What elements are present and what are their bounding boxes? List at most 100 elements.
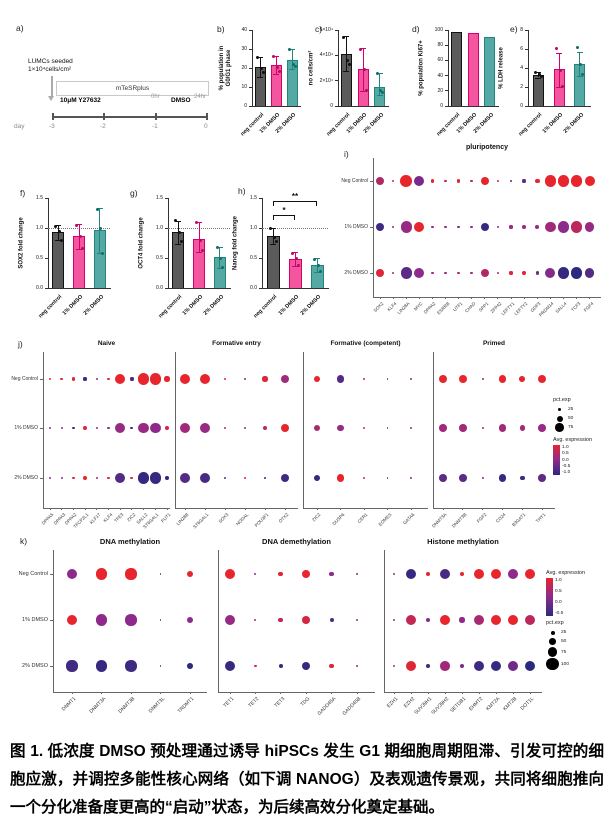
gene-tick xyxy=(549,297,551,299)
expression-dot xyxy=(457,225,461,229)
expression-dot xyxy=(430,271,434,275)
expression-dot xyxy=(187,663,193,669)
data-point xyxy=(313,257,316,261)
gene-tick xyxy=(410,508,412,510)
data-point xyxy=(539,74,543,78)
error-bar-cap xyxy=(257,56,263,58)
expression-dot xyxy=(496,179,500,183)
data-point xyxy=(293,64,297,68)
expression-dot xyxy=(584,222,595,232)
y-tick xyxy=(249,86,252,88)
plot-axes xyxy=(448,30,499,107)
row-tick xyxy=(40,378,43,380)
y-tick-label: 0.5 xyxy=(36,255,43,261)
x-axis xyxy=(433,508,555,509)
expression-dot xyxy=(115,423,126,433)
size-dot-wrap xyxy=(546,647,559,657)
y-tick-label: 6×10⁴ xyxy=(319,27,333,33)
colorbar-tick: -0.5 xyxy=(555,611,564,616)
error-bar-cap xyxy=(55,225,62,226)
y-tick-label: 1.5 xyxy=(250,195,257,201)
gene-tick xyxy=(482,508,484,510)
colorbar-group: 1.0 0.5 0.0 -0.5 xyxy=(546,578,585,616)
legend-size-row: 50 xyxy=(553,414,592,423)
row-tick xyxy=(40,427,43,429)
data-point xyxy=(261,71,265,75)
gene-tick xyxy=(204,508,206,510)
row-tick xyxy=(370,272,373,274)
expression-dot xyxy=(164,376,170,382)
data-point xyxy=(101,251,105,255)
gene-tick xyxy=(529,692,531,694)
gene-tick xyxy=(154,508,156,510)
expression-dot xyxy=(71,377,76,381)
size-label: 25 xyxy=(561,630,567,635)
expression-dot xyxy=(302,661,311,671)
expression-dot xyxy=(458,374,467,384)
y-tick xyxy=(165,197,168,199)
data-point xyxy=(272,55,275,59)
timepoint-0hr-label: 0hr xyxy=(151,94,160,100)
expression-dot xyxy=(362,377,366,381)
panel-label: f) xyxy=(20,188,26,198)
row-tick xyxy=(50,619,53,621)
data-point xyxy=(288,48,291,52)
y-tick xyxy=(445,90,448,92)
gene-tick xyxy=(49,508,51,510)
expression-dot xyxy=(414,268,425,278)
expression-dot xyxy=(535,271,539,275)
expression-dot xyxy=(71,476,75,480)
expression-dot xyxy=(456,179,461,183)
expression-dot xyxy=(537,374,547,384)
error-bar-cap xyxy=(216,268,223,270)
legend-panel-j: pct.exp 25 50 75 Avg. expression 1.0 0.5… xyxy=(553,397,592,479)
expression-dot xyxy=(498,424,507,432)
significance-label: * xyxy=(282,205,286,215)
row-label: 2% DMSO xyxy=(22,662,48,669)
error-bar-cap xyxy=(76,249,82,250)
row-label: Neg Control xyxy=(11,375,38,382)
expression-dot xyxy=(130,476,134,480)
size-label: 25 xyxy=(568,407,574,412)
chart-sox2-fold-change: f) SOX2 fold change 0.0 0.5 1.0 1.5 neg contro… xyxy=(14,182,124,332)
y-tick xyxy=(445,44,448,46)
expression-dot xyxy=(262,425,268,431)
size-label: 75 xyxy=(561,649,567,655)
expression-dot xyxy=(159,665,162,667)
expression-dot xyxy=(386,378,389,380)
expression-dot xyxy=(254,664,257,668)
expression-dot xyxy=(223,426,227,430)
error-bar-cap xyxy=(55,240,62,241)
data-point xyxy=(177,230,181,234)
data-point xyxy=(294,256,298,260)
gene-tick xyxy=(495,692,497,694)
gene-tick xyxy=(497,297,499,299)
expression-dot xyxy=(60,377,63,381)
expression-dot xyxy=(83,377,87,381)
y-tick xyxy=(45,227,48,229)
error-bar xyxy=(198,222,200,252)
expression-dot xyxy=(480,176,489,186)
data-point xyxy=(259,67,263,71)
size-label: 50 xyxy=(561,639,567,644)
error-bar-cap xyxy=(270,228,276,229)
y-tick xyxy=(165,287,168,289)
expression-dot xyxy=(114,373,126,385)
x-axis xyxy=(384,692,542,693)
expression-dot xyxy=(570,175,583,187)
expression-dot xyxy=(391,179,395,183)
panel-k-label: k) xyxy=(20,536,28,546)
size-dot-wrap xyxy=(546,638,559,645)
data-point xyxy=(75,223,78,227)
expression-dot xyxy=(263,476,267,480)
expression-dot xyxy=(509,225,513,229)
chart-oct4-fold-change: g) OCT4 fold change 0.0 0.5 1.0 1.5 neg contro… xyxy=(130,182,240,332)
expression-dot xyxy=(278,617,284,623)
y-tick-label: 8 xyxy=(520,27,523,33)
error-bar-cap xyxy=(314,258,320,259)
expression-dot xyxy=(280,473,290,483)
expression-dot xyxy=(243,426,247,430)
y-tick-label: 2×10⁴ xyxy=(319,77,333,84)
panel-label: b) xyxy=(217,24,225,34)
expression-dot xyxy=(457,271,461,275)
